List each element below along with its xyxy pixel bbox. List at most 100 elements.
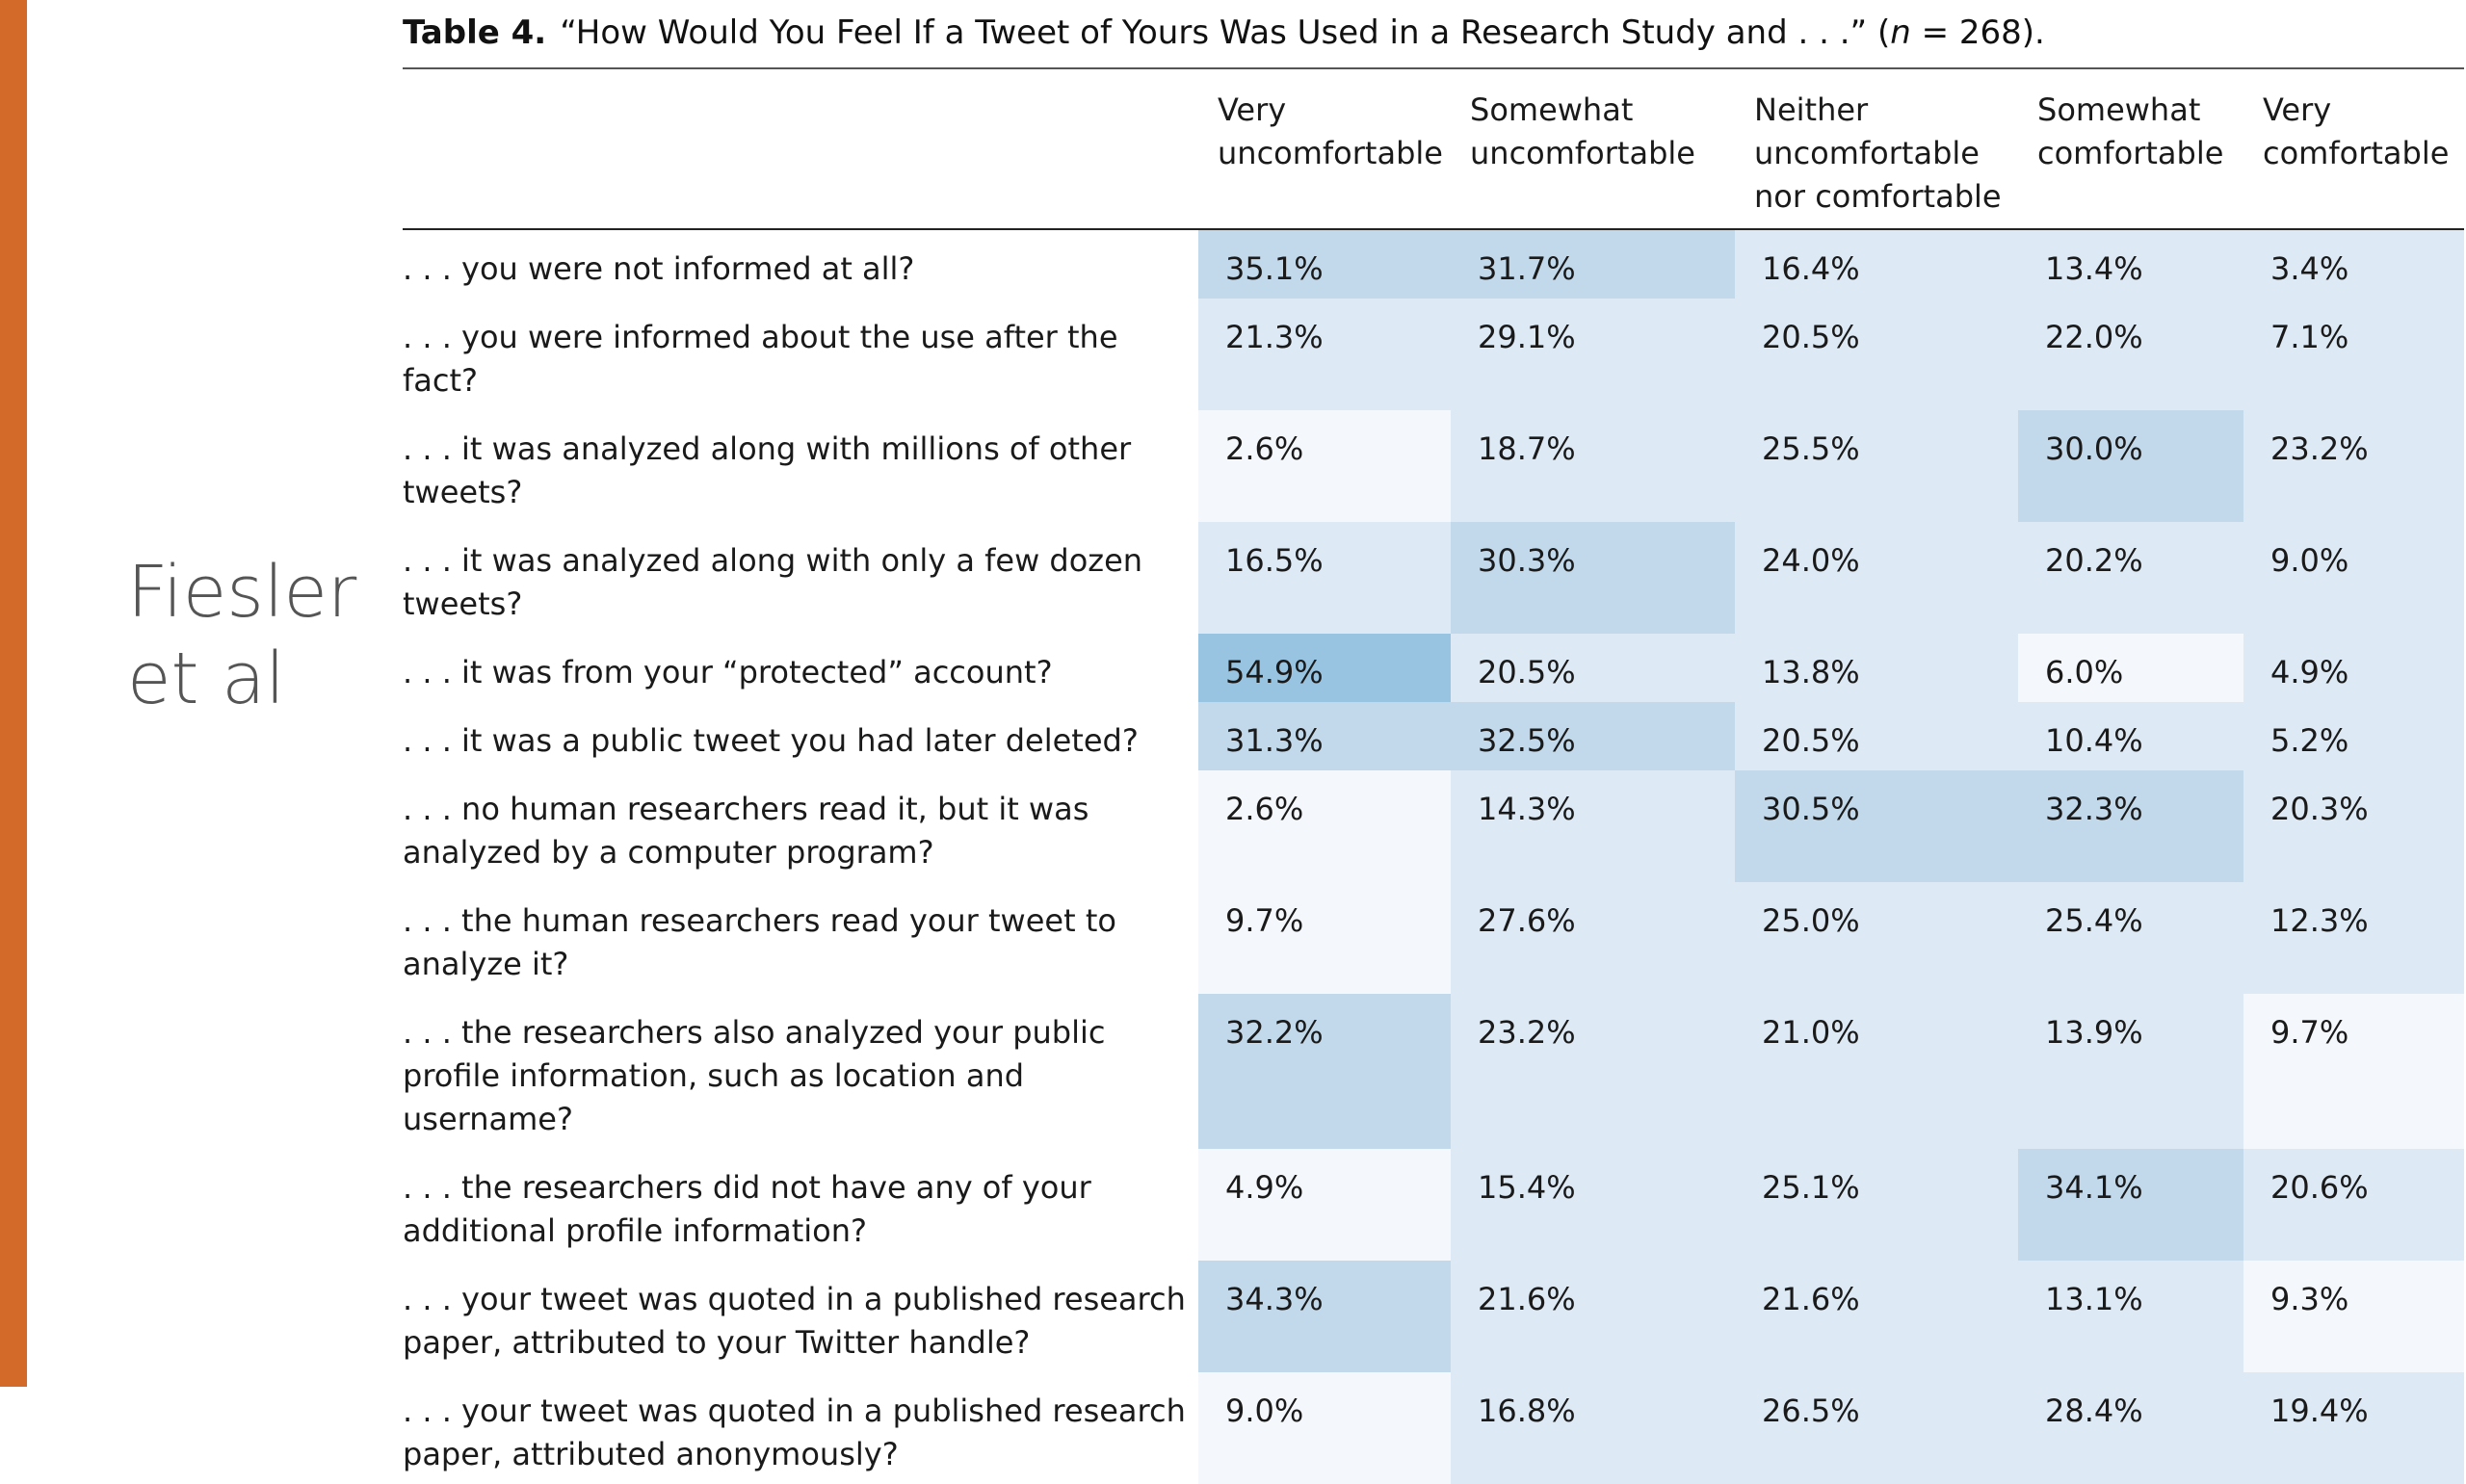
row-value-cell: 29.1% xyxy=(1451,299,1735,410)
row-value-cell: 16.4% xyxy=(1735,229,2018,299)
row-value-cell: 20.5% xyxy=(1735,299,2018,410)
side-label: Fiesler et al xyxy=(127,549,358,722)
row-value-cell: 9.0% xyxy=(2243,522,2464,634)
results-table-container: Very uncomfortable Somewhat uncomfortabl… xyxy=(403,67,2464,1484)
row-value-cell: 20.3% xyxy=(2243,770,2464,882)
row-value-cell: 30.0% xyxy=(2018,410,2243,522)
side-label-line-1: Fiesler xyxy=(127,551,357,634)
row-question: . . . it was analyzed along with million… xyxy=(403,430,1132,510)
table-row: . . . it was a public tweet you had late… xyxy=(403,702,2464,770)
table-row: . . . your tweet was quoted in a publish… xyxy=(403,1372,2464,1484)
table-row: . . . your tweet was quoted in a publish… xyxy=(403,1261,2464,1372)
caption-n-value: = 268). xyxy=(1910,13,2045,52)
row-value-cell: 13.1% xyxy=(2018,1261,2243,1372)
row-value-cell: 31.7% xyxy=(1451,229,1735,299)
row-value-cell: 14.3% xyxy=(1451,770,1735,882)
table-row: . . . it was analyzed along with million… xyxy=(403,410,2464,522)
row-question: . . . it was analyzed along with only a … xyxy=(403,542,1143,622)
row-value-cell: 22.0% xyxy=(2018,299,2243,410)
row-question: . . . you were informed about the use af… xyxy=(403,319,1118,399)
table-body: . . . you were not informed at all? 35.1%… xyxy=(403,229,2464,1484)
row-value-cell: 9.7% xyxy=(1198,882,1451,994)
row-value-cell: 28.4% xyxy=(2018,1372,2243,1484)
row-value-cell: 9.0% xyxy=(1198,1372,1451,1484)
row-value-cell: 12.3% xyxy=(2243,882,2464,994)
row-value-cell: 23.2% xyxy=(1451,994,1735,1149)
row-value-cell: 2.6% xyxy=(1198,770,1451,882)
caption-n-variable: n xyxy=(1890,13,1911,52)
row-value-cell: 34.1% xyxy=(2018,1149,2243,1261)
row-value-cell: 19.4% xyxy=(2243,1372,2464,1484)
row-value-cell: 21.6% xyxy=(1735,1261,2018,1372)
caption-text: “How Would You Feel If a Tweet of Yours … xyxy=(560,13,1891,52)
row-value-cell: 4.9% xyxy=(1198,1149,1451,1261)
accent-bar xyxy=(0,0,27,1387)
row-question: . . . the researchers did not have any o… xyxy=(403,1169,1091,1249)
row-value-cell: 27.6% xyxy=(1451,882,1735,994)
table-row: . . . it was from your “protected” accou… xyxy=(403,634,2464,702)
results-table: Very uncomfortable Somewhat uncomfortabl… xyxy=(403,67,2464,1484)
row-question: . . . the human researchers read your tw… xyxy=(403,902,1116,982)
row-value-cell: 9.3% xyxy=(2243,1261,2464,1372)
row-question: . . . your tweet was quoted in a publish… xyxy=(403,1281,1186,1361)
header-very-uncomfortable: Very uncomfortable xyxy=(1198,67,1451,230)
row-value-cell: 25.4% xyxy=(2018,882,2243,994)
row-value-cell: 35.1% xyxy=(1198,229,1451,299)
caption-label: Table 4. xyxy=(403,13,547,52)
row-value-cell: 25.1% xyxy=(1735,1149,2018,1261)
row-value-cell: 3.4% xyxy=(2243,229,2464,299)
table-row: . . . the human researchers read your tw… xyxy=(403,882,2464,994)
row-value-cell: 13.4% xyxy=(2018,229,2243,299)
row-value-cell: 16.8% xyxy=(1451,1372,1735,1484)
row-value-cell: 21.0% xyxy=(1735,994,2018,1149)
row-question: . . . it was a public tweet you had late… xyxy=(403,722,1139,759)
header-very-comfortable: Very comfortable xyxy=(2243,67,2464,230)
row-value-cell: 16.5% xyxy=(1198,522,1451,634)
side-label-line-2: et al xyxy=(127,638,285,720)
row-value-cell: 15.4% xyxy=(1451,1149,1735,1261)
row-value-cell: 25.0% xyxy=(1735,882,2018,994)
row-value-cell: 24.0% xyxy=(1735,522,2018,634)
table-caption: Table 4. “How Would You Feel If a Tweet o… xyxy=(403,12,2454,54)
row-value-cell: 54.9% xyxy=(1198,634,1451,702)
row-value-cell: 13.9% xyxy=(2018,994,2243,1149)
row-value-cell: 32.3% xyxy=(2018,770,2243,882)
row-value-cell: 2.6% xyxy=(1198,410,1451,522)
row-value-cell: 32.2% xyxy=(1198,994,1451,1149)
row-question: . . . you were not informed at all? xyxy=(403,250,915,287)
row-value-cell: 21.6% xyxy=(1451,1261,1735,1372)
row-value-cell: 21.3% xyxy=(1198,299,1451,410)
row-value-cell: 10.4% xyxy=(2018,702,2243,770)
row-value-cell: 30.5% xyxy=(1735,770,2018,882)
row-value-cell: 31.3% xyxy=(1198,702,1451,770)
row-value-cell: 34.3% xyxy=(1198,1261,1451,1372)
row-value-cell: 25.5% xyxy=(1735,410,2018,522)
row-value-cell: 32.5% xyxy=(1451,702,1735,770)
table-row: . . . you were not informed at all? 35.1%… xyxy=(403,229,2464,299)
row-value-cell: 20.6% xyxy=(2243,1149,2464,1261)
table-row: . . . no human researchers read it, but … xyxy=(403,770,2464,882)
table-row: . . . the researchers also analyzed your… xyxy=(403,994,2464,1149)
row-value-cell: 20.2% xyxy=(2018,522,2243,634)
row-value-cell: 30.3% xyxy=(1451,522,1735,634)
header-question xyxy=(403,67,1198,230)
row-value-cell: 18.7% xyxy=(1451,410,1735,522)
table-header-row: Very uncomfortable Somewhat uncomfortabl… xyxy=(403,67,2464,230)
table-row: . . . the researchers did not have any o… xyxy=(403,1149,2464,1261)
row-value-cell: 26.5% xyxy=(1735,1372,2018,1484)
row-value-cell: 13.8% xyxy=(1735,634,2018,702)
row-value-cell: 5.2% xyxy=(2243,702,2464,770)
row-question: . . . the researchers also analyzed your… xyxy=(403,1014,1106,1137)
row-value-cell: 6.0% xyxy=(2018,634,2243,702)
row-value-cell: 9.7% xyxy=(2243,994,2464,1149)
header-neither: Neither uncomfortable nor comfortable xyxy=(1735,67,2018,230)
row-value-cell: 23.2% xyxy=(2243,410,2464,522)
row-value-cell: 20.5% xyxy=(1451,634,1735,702)
row-question: . . . it was from your “protected” accou… xyxy=(403,654,1053,690)
row-value-cell: 20.5% xyxy=(1735,702,2018,770)
row-question: . . . your tweet was quoted in a publish… xyxy=(403,1393,1186,1472)
header-somewhat-comfortable: Somewhat comfortable xyxy=(2018,67,2243,230)
row-question: . . . no human researchers read it, but … xyxy=(403,791,1089,871)
table-row: . . . it was analyzed along with only a … xyxy=(403,522,2464,634)
row-value-cell: 7.1% xyxy=(2243,299,2464,410)
